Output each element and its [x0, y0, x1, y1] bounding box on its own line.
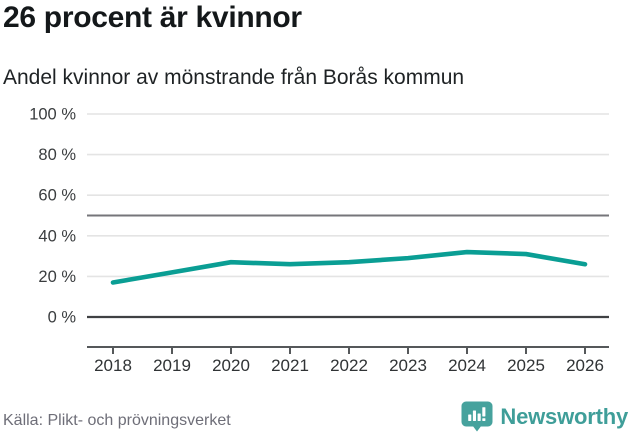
chart-subtitle: Andel kvinnor av mönstrande från Borås k… — [3, 66, 465, 89]
y-tick-label: 60 % — [38, 187, 76, 205]
x-tick-label: 2021 — [271, 356, 309, 375]
data-line-andel-kvinnor — [110, 249, 588, 285]
newsworthy-logo[interactable]: Newsworthy — [461, 401, 628, 432]
x-tick-label: 2022 — [330, 356, 368, 375]
y-tick-label: 100 % — [29, 106, 76, 124]
x-tick-label: 2019 — [153, 356, 191, 375]
y-tick-label: 40 % — [38, 227, 76, 245]
y-tick-label: 0 % — [48, 309, 77, 327]
x-tick-label: 2023 — [389, 356, 427, 375]
y-tick-label: 80 % — [38, 146, 76, 164]
x-tick-label: 2026 — [566, 356, 604, 375]
x-tick-label: 2025 — [507, 356, 545, 375]
x-tick-label: 2024 — [448, 356, 486, 375]
chart-title: 26 procent är kvinnor — [3, 1, 302, 34]
x-tick-label: 2018 — [94, 356, 132, 375]
bar-chart-speech-bubble-icon — [461, 401, 493, 432]
y-tick-label: 20 % — [38, 268, 76, 286]
x-tick-label: 2020 — [212, 356, 250, 375]
newsworthy-wordmark: Newsworthy — [500, 403, 628, 429]
source-note: Källa: Plikt- och prövningsverket — [3, 412, 231, 429]
line-chart: 2018 2019 2020 2021 2022 2023 2024 2025 2026 0 % 2… — [29, 106, 609, 375]
